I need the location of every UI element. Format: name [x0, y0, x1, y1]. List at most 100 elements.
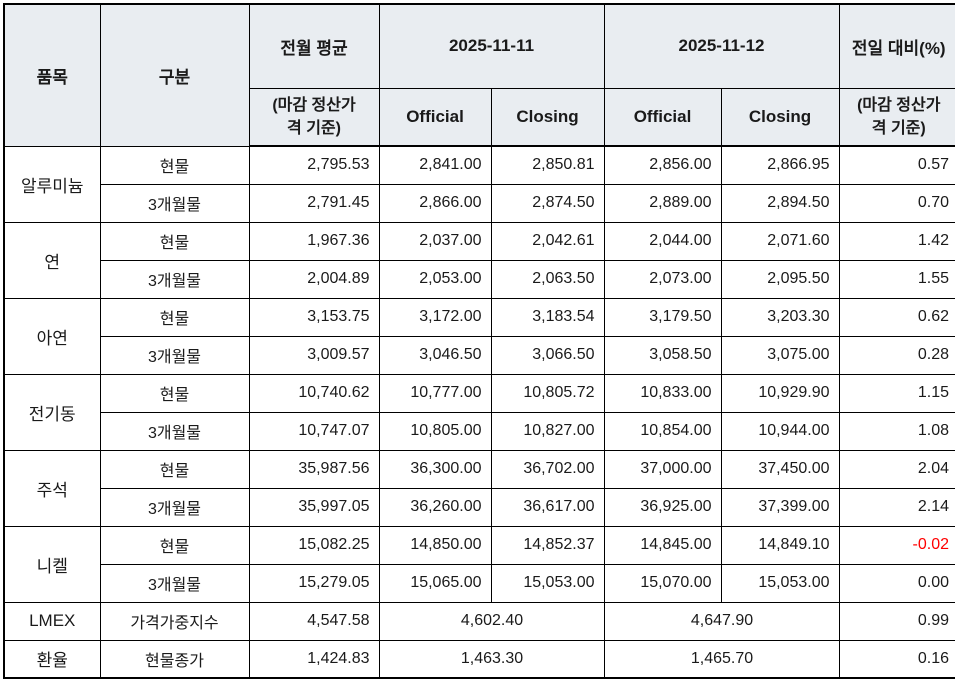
header-date2-closing: Closing — [720, 87, 840, 147]
category-cell: 현물종가 — [99, 639, 250, 679]
table-row: 3개월물 2,004.89 2,053.00 2,063.50 2,073.00 2,09… — [4, 259, 955, 299]
table-row: 알루미늄 현물 2,795.53 2,841.00 2,850.81 2,856.00 2,… — [3, 145, 955, 223]
value-cell: 14,845.00 — [603, 525, 722, 565]
value-cell: 4,602.40 — [378, 601, 605, 641]
value-cell: 10,805.72 — [490, 373, 605, 413]
value-cell: 35,997.05 — [248, 487, 380, 527]
value-cell: 1,463.30 — [378, 639, 605, 679]
table-row: LMEX 가격가중지수 4,547.58 4,602.40 4,647.90 0.99 — [3, 601, 955, 641]
item-cell: 아연 — [3, 297, 101, 375]
item-cell: 니켈 — [3, 525, 101, 603]
value-cell: 1.55 — [838, 259, 955, 299]
table-row: 3개월물 15,279.05 15,065.00 15,053.00 15,070.00… — [4, 563, 955, 603]
table-row: 아연 현물 3,153.75 3,172.00 3,183.54 3,179.50 3,20… — [3, 297, 955, 375]
value-cell: 3,046.50 — [378, 335, 492, 375]
value-cell: 3,066.50 — [490, 335, 605, 375]
value-cell: 14,850.00 — [378, 525, 492, 565]
table-row: 환율 현물종가 1,424.83 1,463.30 1,465.70 0.16 — [3, 639, 955, 679]
value-cell: 2,841.00 — [378, 145, 492, 185]
value-cell: 3,058.50 — [603, 335, 722, 375]
item-cell: 연 — [3, 221, 101, 299]
category-cell: 현물 — [99, 297, 250, 337]
value-cell: 2,073.00 — [603, 259, 722, 299]
value-cell: 15,053.00 — [490, 563, 605, 603]
item-cell: 전기동 — [3, 373, 101, 451]
category-cell: 현물 — [99, 145, 250, 185]
header-change: 전일 대비(%) — [838, 3, 955, 89]
header-change-subnote: (마감 정산가 격 기준) — [838, 87, 955, 147]
value-cell: 3,009.57 — [248, 335, 380, 375]
value-cell: 15,065.00 — [378, 563, 492, 603]
change-subnote-text: (마감 정산가 격 기준) — [857, 96, 941, 137]
lme-price-table: 품목 구분 전월 평균 2025-11-11 2025-11-12 전일 대비(… — [3, 3, 955, 679]
value-cell: 36,300.00 — [378, 449, 492, 489]
value-cell: 35,987.56 — [248, 449, 380, 489]
category-cell: 3개월물 — [99, 259, 250, 299]
table-header: 품목 구분 전월 평균 2025-11-11 2025-11-12 전일 대비(… — [3, 3, 955, 147]
value-cell: 2,850.81 — [490, 145, 605, 185]
category-cell: 현물 — [99, 449, 250, 489]
value-cell: 1.08 — [838, 411, 955, 451]
prev-avg-subnote-text: (마감 정산가 격 기준) — [272, 96, 356, 137]
value-cell: 36,702.00 — [490, 449, 605, 489]
item-cell: LMEX — [3, 601, 101, 641]
header-row-2: (마감 정산가 격 기준) Official Closing Official C… — [4, 87, 955, 147]
value-cell: 2,095.50 — [720, 259, 840, 299]
header-date1-official: Official — [378, 87, 492, 147]
category-cell: 가격가중지수 — [99, 601, 250, 641]
header-date2: 2025-11-12 — [603, 3, 840, 89]
item-cell: 환율 — [3, 639, 101, 679]
value-cell: 2,053.00 — [378, 259, 492, 299]
value-cell: 14,852.37 — [490, 525, 605, 565]
value-cell: 0.16 — [838, 639, 955, 679]
category-cell: 3개월물 — [99, 487, 250, 527]
value-cell: 2,866.00 — [378, 183, 492, 223]
value-cell: 10,777.00 — [378, 373, 492, 413]
value-cell: 10,747.07 — [248, 411, 380, 451]
value-cell: 36,260.00 — [378, 487, 492, 527]
value-cell: 15,053.00 — [720, 563, 840, 603]
value-cell: 2,795.53 — [248, 145, 380, 185]
table-row: 연 현물 1,967.36 2,037.00 2,042.61 2,044.00 2,071… — [3, 221, 955, 299]
header-date1-closing: Closing — [490, 87, 605, 147]
value-cell: 10,827.00 — [490, 411, 605, 451]
value-cell: 0.62 — [838, 297, 955, 337]
table-row: 전기동 현물 10,740.62 10,777.00 10,805.72 10,833.0… — [3, 373, 955, 451]
value-cell: 3,075.00 — [720, 335, 840, 375]
category-cell: 3개월물 — [99, 411, 250, 451]
category-cell: 3개월물 — [99, 183, 250, 223]
category-cell: 현물 — [99, 221, 250, 261]
category-cell: 3개월물 — [99, 335, 250, 375]
value-cell: 4,647.90 — [603, 601, 840, 641]
value-cell: 2,874.50 — [490, 183, 605, 223]
value-cell: 37,450.00 — [720, 449, 840, 489]
value-cell: 1.42 — [838, 221, 955, 261]
value-cell: 37,000.00 — [603, 449, 722, 489]
value-cell: 1,465.70 — [603, 639, 840, 679]
value-cell: 0.99 — [838, 601, 955, 641]
table-row: 3개월물 2,791.45 2,866.00 2,874.50 2,889.00 2,89… — [4, 183, 955, 223]
value-cell: 3,179.50 — [603, 297, 722, 337]
value-cell: 1.15 — [838, 373, 955, 413]
category-cell: 현물 — [99, 525, 250, 565]
value-cell: 36,925.00 — [603, 487, 722, 527]
value-cell: 0.57 — [838, 145, 955, 185]
value-cell: 2,856.00 — [603, 145, 722, 185]
value-cell: 2,866.95 — [720, 145, 840, 185]
value-cell: 2,791.45 — [248, 183, 380, 223]
value-cell: 15,070.00 — [603, 563, 722, 603]
value-cell: 10,833.00 — [603, 373, 722, 413]
item-cell: 알루미늄 — [3, 145, 101, 223]
value-cell: 36,617.00 — [490, 487, 605, 527]
value-cell: 2,037.00 — [378, 221, 492, 261]
value-cell: 2,889.00 — [603, 183, 722, 223]
value-cell: 2,042.61 — [490, 221, 605, 261]
value-cell: 10,740.62 — [248, 373, 380, 413]
value-cell: 10,805.00 — [378, 411, 492, 451]
value-cell: -0.02 — [838, 525, 955, 565]
value-cell: 2,063.50 — [490, 259, 605, 299]
value-cell: 10,929.90 — [720, 373, 840, 413]
value-cell: 1,424.83 — [248, 639, 380, 679]
category-cell: 현물 — [99, 373, 250, 413]
value-cell: 37,399.00 — [720, 487, 840, 527]
